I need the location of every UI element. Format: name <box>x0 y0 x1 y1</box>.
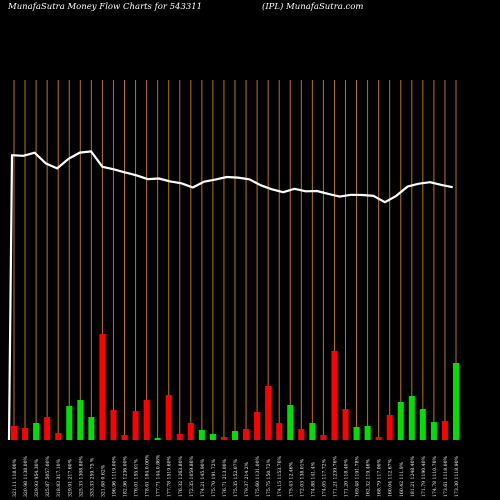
x-tick-label: 172.03 138.01% <box>299 458 305 497</box>
flow-bar <box>265 386 272 440</box>
x-tick-label: 176.32 1263.80% <box>178 455 184 497</box>
x-tick-label: 329.93 954.30% <box>34 458 40 497</box>
flow-bar <box>331 351 338 440</box>
flow-bar <box>298 429 305 440</box>
flow-bar <box>110 410 117 440</box>
x-tick-label: 178.61 184.0.00% <box>145 454 151 497</box>
flow-bar <box>386 415 393 440</box>
x-tick-label: 173.61 1118.00% <box>443 455 449 497</box>
flow-bar <box>88 417 95 440</box>
flow-bar <box>55 433 62 440</box>
flow-bar <box>77 400 84 440</box>
x-tick-label: 321.11 118.00% <box>12 458 18 497</box>
x-tick-label: 196.96 1119.00% <box>111 455 117 497</box>
x-tick-label: 318.83 317.10% <box>56 458 62 497</box>
flow-bar <box>220 437 227 440</box>
x-tick-label: 177.78 1519.60% <box>167 455 173 497</box>
x-axis-labels: 321.11 118.00% 320.98 1138.00% 329.93 954.… <box>12 454 460 497</box>
flow-bar <box>397 402 404 440</box>
x-tick-label: 174.88 141.4% <box>310 461 316 497</box>
flow-bar <box>430 422 437 440</box>
x-tick-label: 171.79 1190.40% <box>421 455 427 497</box>
x-tick-label: 174.21 145.90% <box>200 458 206 497</box>
x-tick-label: 333.33 259.75 % <box>89 457 95 497</box>
flow-bar <box>287 405 294 440</box>
flow-bar <box>154 438 161 440</box>
x-tick-label: 171.20 118.40% <box>344 458 350 497</box>
site-name: (IPL) MunafaSutra.com <box>262 2 364 12</box>
price-line-group <box>7 150 453 441</box>
x-tick-label: 325.33 1308.80% <box>78 455 84 497</box>
flow-bar <box>198 430 205 440</box>
flow-bar <box>99 334 106 440</box>
flow-bar <box>276 423 283 440</box>
x-tick-label: 175.75 150.72% <box>266 458 272 497</box>
x-tick-label: 169.48 1191.78% <box>355 455 361 497</box>
flow-bar <box>22 428 29 440</box>
flow-bar <box>143 400 150 440</box>
flow-bar <box>243 429 250 440</box>
flow-bar <box>33 423 40 440</box>
x-tick-label: 174.15 1153.76% <box>277 455 283 497</box>
x-tick-label: 162.32 119.46% <box>366 458 372 497</box>
x-tick-label: 160.04 112.67% <box>388 458 394 497</box>
flow-bar <box>419 409 426 440</box>
x-tick-label: 168.79 117.00% <box>377 458 383 497</box>
gridlines <box>13 80 457 440</box>
x-tick-label: 175.70 191.72% <box>211 458 217 497</box>
x-tick-label: 176.71 213.00% <box>222 458 228 497</box>
flow-bar <box>254 412 261 440</box>
flow-bar <box>232 431 238 440</box>
flow-bar <box>176 434 183 440</box>
flow-bar <box>353 427 360 440</box>
flow-bar <box>342 409 349 440</box>
flow-bar <box>11 426 17 440</box>
x-tick-label: 173.30 1118.90% <box>454 455 460 497</box>
x-tick-label: 175.35 152.07% <box>233 458 239 497</box>
flow-bar <box>364 426 371 440</box>
money-flow-bars <box>11 334 459 440</box>
flow-bar <box>309 423 316 440</box>
chart-title: MunafaSutra Money Flow Charts for 543311 <box>8 2 203 12</box>
flow-bar <box>187 423 194 440</box>
x-tick-label: 160.42 111.9% <box>399 461 405 497</box>
price-line <box>7 150 453 441</box>
x-tick-label: 175.43 12.46% <box>288 461 294 497</box>
x-tick-label: 329.91 217.60% <box>67 458 73 497</box>
x-tick-label: 320.98 1138.00% <box>23 455 29 497</box>
x-tick-label: 171.21 1239.76% <box>332 455 338 497</box>
x-tick-label: 321.68 0.62% <box>100 464 106 497</box>
flow-bar <box>132 411 139 440</box>
x-tick-label: 325.87 5057.00% <box>45 455 51 497</box>
x-tick-label: 175.60 1131.00% <box>255 455 261 497</box>
x-tick-label: 174.78 1110.76% <box>432 455 438 497</box>
x-tick-label: 179.37 214.2% <box>244 461 250 497</box>
flow-bar <box>453 363 459 440</box>
x-tick-label: 174.05 117.72% <box>321 458 327 497</box>
flow-bar <box>121 435 128 440</box>
x-tick-label: 181.21 1248.40% <box>410 455 416 497</box>
flow-bar <box>44 417 51 440</box>
x-tick-label: 176.01 155.01% <box>134 458 140 497</box>
flow-bar <box>209 434 216 440</box>
flow-bar <box>408 396 415 440</box>
flow-bar <box>375 437 382 440</box>
x-tick-label: 172.35 1059.86% <box>189 455 195 497</box>
flow-bar <box>320 435 327 440</box>
x-tick-label: 182.96 1236.00% <box>123 455 129 497</box>
flow-bar <box>66 406 73 440</box>
flow-bar <box>441 421 448 440</box>
x-tick-label: 177.71 144.0.86% <box>156 454 162 497</box>
flow-bar <box>165 395 172 440</box>
